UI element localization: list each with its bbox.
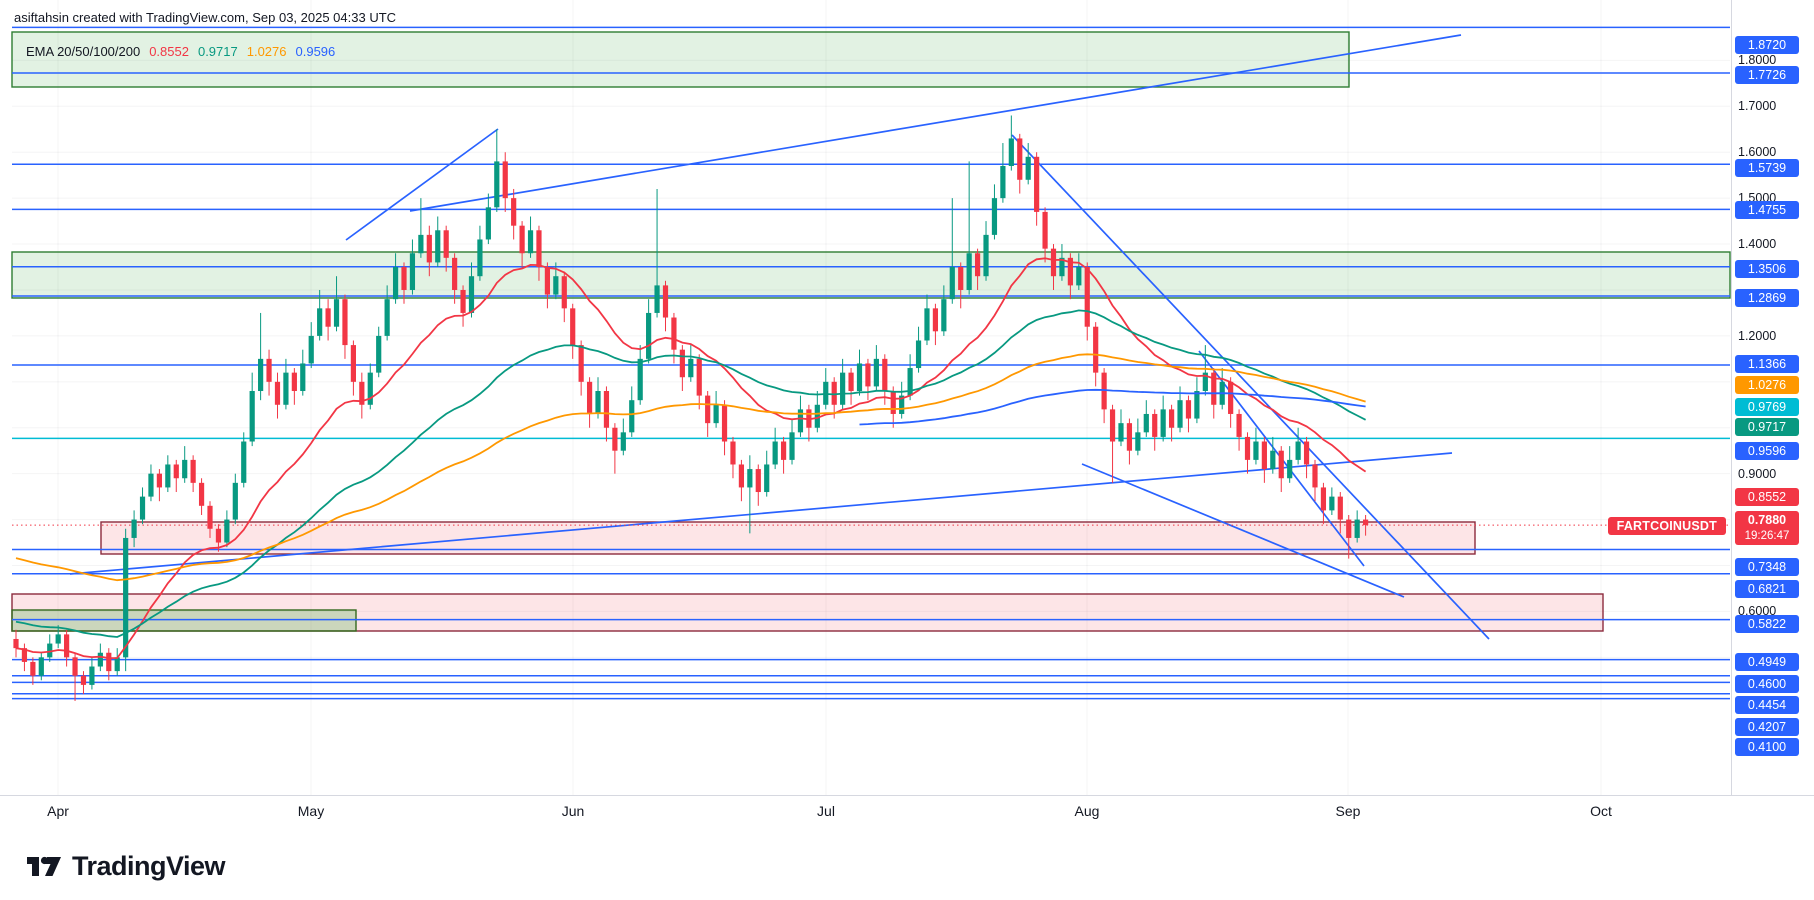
support-zone-current[interactable] xyxy=(100,521,1476,555)
ema-50-line[interactable] xyxy=(15,309,1367,638)
price-level-badge-0.6821: 0.6821 xyxy=(1735,580,1799,598)
ema-badge-0.9717: 0.9717 xyxy=(1735,418,1799,436)
price-level-badge-1.8720: 1.8720 xyxy=(1735,36,1799,54)
tradingview-wordmark[interactable]: TradingView xyxy=(72,850,226,881)
price-level-badge-1.7726: 1.7726 xyxy=(1735,66,1799,84)
axis-tick-0.9000: 0.9000 xyxy=(1738,467,1777,481)
attribution-text: asiftahsin created with TradingView.com,… xyxy=(14,10,397,25)
price-level-badge-0.9769: 0.9769 xyxy=(1735,398,1799,416)
month-label-May: May xyxy=(297,803,325,819)
price-level-badge-0.4100: 0.4100 xyxy=(1735,738,1799,756)
symbol-label[interactable]: FARTCOINUSDT xyxy=(1607,517,1726,535)
ema-badge-0.9596: 0.9596 xyxy=(1735,442,1799,460)
axis-tick-1.7000: 1.7000 xyxy=(1738,99,1777,113)
trendline-2[interactable] xyxy=(409,34,1462,212)
trendline-1[interactable] xyxy=(345,128,499,241)
ema-20-line[interactable] xyxy=(15,257,1367,660)
price-level-badge-1.2869: 1.2869 xyxy=(1735,289,1799,307)
price-level-badge-1.1366: 1.1366 xyxy=(1735,355,1799,373)
month-label-Aug: Aug xyxy=(1074,803,1100,819)
axis-tick-1.4000: 1.4000 xyxy=(1738,237,1777,251)
ema-badge-1.0276: 1.0276 xyxy=(1735,376,1799,394)
price-level-badge-0.4600: 0.4600 xyxy=(1735,675,1799,693)
footer: TradingView xyxy=(0,832,1814,900)
ema50-value: 0.9717 xyxy=(197,44,238,59)
tradingview-logo[interactable] xyxy=(26,853,62,880)
price-axis[interactable]: 1.8000 1.7000 1.6000 1.5000 1.4000 1.2000 0.90… xyxy=(1731,0,1814,795)
ema-200-line[interactable] xyxy=(859,388,1366,426)
horizontal-rays xyxy=(12,26,1730,700)
axis-tick-1.2000: 1.2000 xyxy=(1738,329,1777,343)
ema-legend-title: EMA 20/50/100/200 xyxy=(26,44,141,59)
price-level-badge-0.4454: 0.4454 xyxy=(1735,696,1799,714)
price-level-badge-0.4207: 0.4207 xyxy=(1735,718,1799,736)
price-level-badge-0.4949: 0.4949 xyxy=(1735,653,1799,671)
zones xyxy=(11,31,1731,632)
price-level-badge-0.7348: 0.7348 xyxy=(1735,558,1799,576)
tradingview-logo-icon xyxy=(27,856,61,876)
axis-tick-1.8000: 1.8000 xyxy=(1738,53,1777,67)
price-level-badge-1.3506: 1.3506 xyxy=(1735,260,1799,278)
demand-zone-small[interactable] xyxy=(11,609,357,632)
supply-zone-upper[interactable] xyxy=(11,31,1350,88)
last-price-value: 0.7880 xyxy=(1747,513,1787,527)
resistance-zone-mid[interactable] xyxy=(11,251,1731,299)
month-label-Oct: Oct xyxy=(1590,803,1612,819)
ema-badge-0.8552: 0.8552 xyxy=(1735,488,1799,506)
axis-tick-0.6000: 0.6000 xyxy=(1738,604,1777,618)
month-label-Apr: Apr xyxy=(47,803,69,819)
price-level-badge-0.5822: 0.5822 xyxy=(1735,615,1799,633)
month-label-Jun: Jun xyxy=(561,803,585,819)
price-level-badge-1.5739: 1.5739 xyxy=(1735,159,1799,177)
time-axis[interactable]: Apr May Jun Jul Aug Sep Oct xyxy=(0,795,1814,832)
candles-series[interactable] xyxy=(13,115,1369,701)
price-level-badge-1.4755: 1.4755 xyxy=(1735,201,1799,219)
ema20-value: 0.8552 xyxy=(149,44,189,59)
month-label-Sep: Sep xyxy=(1335,803,1361,819)
countdown-timer: 19:26:47 xyxy=(1744,529,1790,542)
month-label-Jul: Jul xyxy=(817,803,835,819)
ema-legend[interactable]: EMA 20/50/100/200 0.8552 0.9717 1.0276 0… xyxy=(26,44,335,59)
axis-tick-1.6000: 1.6000 xyxy=(1738,145,1777,159)
ema200-value: 0.9596 xyxy=(295,44,336,59)
ema-100-line[interactable] xyxy=(15,353,1366,582)
trendline-3[interactable] xyxy=(1011,134,1490,640)
trendline-5[interactable] xyxy=(69,452,1453,575)
last-price-badge: 0.7880 19:26:47 xyxy=(1735,511,1799,545)
support-zone-lower[interactable] xyxy=(11,593,1604,632)
trendline-6[interactable] xyxy=(1081,463,1405,598)
price-chart[interactable] xyxy=(0,0,1814,830)
ema100-value: 1.0276 xyxy=(246,44,287,59)
